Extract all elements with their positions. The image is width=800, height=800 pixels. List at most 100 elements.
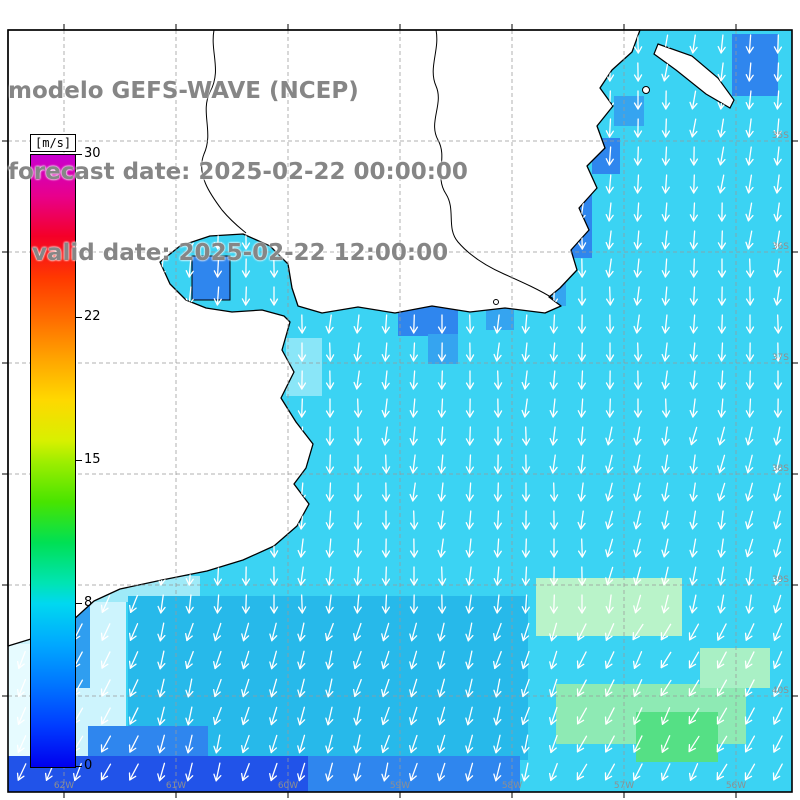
valid-date: valid date: 2025-02-22 12:00:00 <box>8 240 449 266</box>
wind-arrow <box>465 370 475 390</box>
wind-arrow <box>577 370 586 390</box>
wind-arrow <box>465 622 474 642</box>
wind-arrow <box>353 510 363 530</box>
wind-arrow <box>465 510 474 530</box>
wind-arrow <box>633 286 642 306</box>
wind-arrow <box>353 566 362 586</box>
wind-arrow <box>745 34 754 54</box>
wind-arrow <box>437 426 446 446</box>
wind-arrow <box>773 482 782 502</box>
wind-arrow <box>409 622 418 642</box>
wind-arrow <box>269 650 278 670</box>
wind-arrow <box>465 678 474 698</box>
wind-arrow <box>661 426 670 446</box>
wind-arrow <box>661 230 670 250</box>
wind-arrow <box>325 426 335 446</box>
wind-arrow <box>297 314 307 334</box>
latitude-label: 37S <box>772 353 789 363</box>
wind-arrow <box>325 650 334 670</box>
wind-arrow <box>241 678 250 698</box>
wind-arrow <box>353 622 362 642</box>
wind-arrow <box>213 706 222 726</box>
wind-arrow <box>661 566 670 586</box>
wind-arrow <box>660 651 672 669</box>
latitude-label: 39S <box>772 575 789 585</box>
wind-arrow <box>661 342 670 362</box>
wind-arrow <box>604 651 615 669</box>
wind-arrow <box>745 454 754 474</box>
wind-arrow <box>465 342 475 362</box>
wind-arrow <box>745 146 754 166</box>
wind-arrow <box>493 342 502 362</box>
wind-arrow <box>353 370 362 390</box>
wind-arrow <box>465 566 474 586</box>
wind-arrow <box>325 678 334 698</box>
wind-arrow <box>689 230 698 250</box>
colorbar-gradient <box>30 154 76 768</box>
wind-arrow <box>633 426 642 446</box>
wind-arrow <box>549 510 559 530</box>
wind-arrow <box>661 118 671 138</box>
wind-arrow <box>605 398 615 418</box>
wind-arrow <box>381 566 391 586</box>
wind-arrow <box>493 398 503 418</box>
wind-arrow <box>16 707 27 725</box>
wind-arrow <box>241 594 251 614</box>
wind-arrow <box>773 398 783 418</box>
wind-arrow <box>605 146 614 166</box>
wind-arrow <box>688 735 700 753</box>
wind-arrow <box>353 426 363 446</box>
wind-arrow <box>493 678 502 698</box>
longitude-label: 57W <box>614 781 634 791</box>
wind-arrow <box>437 482 446 502</box>
wind-arrow <box>549 678 558 698</box>
wind-arrow <box>633 146 643 166</box>
wind-arrow <box>605 370 615 390</box>
wind-arrow <box>521 454 531 474</box>
wind-arrow <box>213 594 222 614</box>
wind-arrow <box>465 650 474 670</box>
wind-arrow <box>744 763 756 781</box>
wind-arrow <box>577 426 586 446</box>
axis-ticks <box>2 24 798 798</box>
wind-arrow <box>717 118 726 138</box>
wind-arrow <box>660 735 671 753</box>
wind-arrow <box>577 510 586 530</box>
wind-arrow <box>409 342 418 362</box>
river-line <box>201 29 247 234</box>
wind-arrow <box>213 650 222 670</box>
wind-arrow <box>661 594 670 614</box>
wind-arrow <box>605 314 615 334</box>
wind-arrow <box>353 678 362 698</box>
wind-arrow <box>577 538 587 558</box>
wind-arrow <box>549 454 558 474</box>
wind-arrow <box>381 342 390 362</box>
wind-arrow <box>745 230 754 250</box>
wind-arrow <box>381 706 390 726</box>
wind-arrow <box>353 594 362 614</box>
wind-arrow <box>297 706 306 726</box>
wind-arrow <box>353 398 363 418</box>
wind-arrow <box>689 538 698 558</box>
wind-arrow <box>549 594 559 614</box>
wind-arrow <box>773 426 782 446</box>
wind-arrow <box>661 258 670 278</box>
coastline-land <box>7 29 641 647</box>
wind-arrow <box>297 762 306 782</box>
longitude-label: 60W <box>278 781 298 791</box>
wind-arrow <box>688 651 700 669</box>
wind-arrow <box>716 651 727 669</box>
wind-arrow <box>16 763 27 781</box>
wind-arrow <box>437 650 446 670</box>
colorbar-tick-label: 0 <box>84 758 93 773</box>
wind-arrow <box>745 398 754 418</box>
wind-arrow <box>633 538 642 558</box>
wind-arrow <box>633 510 642 530</box>
wind-arrow <box>688 707 700 725</box>
wind-arrow <box>269 678 278 698</box>
wind-arrow <box>605 510 614 530</box>
wind-arrow <box>689 118 698 138</box>
colorbar-tick-label: 30 <box>84 146 101 161</box>
wind-arrow <box>381 622 390 642</box>
wind-arrow <box>577 594 587 614</box>
